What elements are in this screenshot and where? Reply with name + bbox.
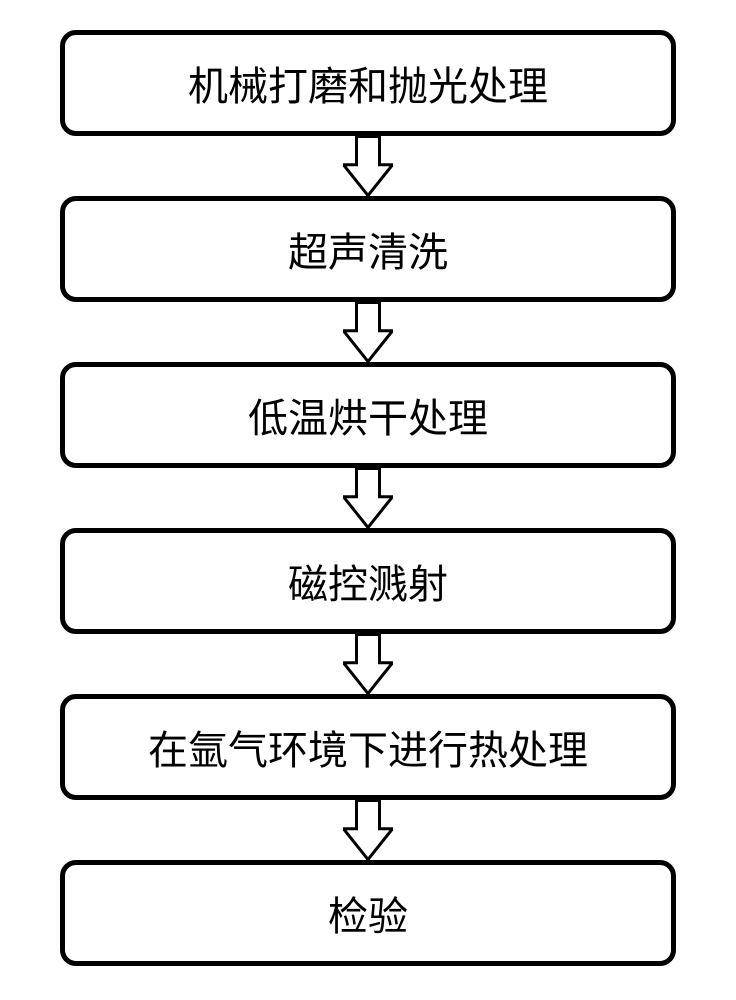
flow-step-2: 超声清洗 — [60, 196, 676, 302]
flow-step-label: 机械打磨和抛光处理 — [188, 54, 548, 112]
flow-step-1: 机械打磨和抛光处理 — [60, 30, 676, 136]
flow-step-label: 超声清洗 — [288, 220, 448, 278]
flow-arrow-1 — [343, 136, 393, 196]
flow-step-label: 低温烘干处理 — [248, 386, 488, 444]
flow-step-label: 在氩气环境下进行热处理 — [148, 718, 588, 776]
flow-arrow-4 — [343, 634, 393, 694]
flow-arrow-5 — [343, 800, 393, 860]
flow-step-3: 低温烘干处理 — [60, 362, 676, 468]
flow-arrow-2 — [343, 302, 393, 362]
flow-arrow-3 — [343, 468, 393, 528]
flow-step-5: 在氩气环境下进行热处理 — [60, 694, 676, 800]
flow-step-4: 磁控溅射 — [60, 528, 676, 634]
flowchart-canvas: 机械打磨和抛光处理超声清洗低温烘干处理磁控溅射在氩气环境下进行热处理检验 — [0, 0, 736, 1000]
flow-step-label: 磁控溅射 — [288, 552, 448, 610]
flow-step-label: 检验 — [328, 884, 408, 942]
flow-step-6: 检验 — [60, 860, 676, 966]
